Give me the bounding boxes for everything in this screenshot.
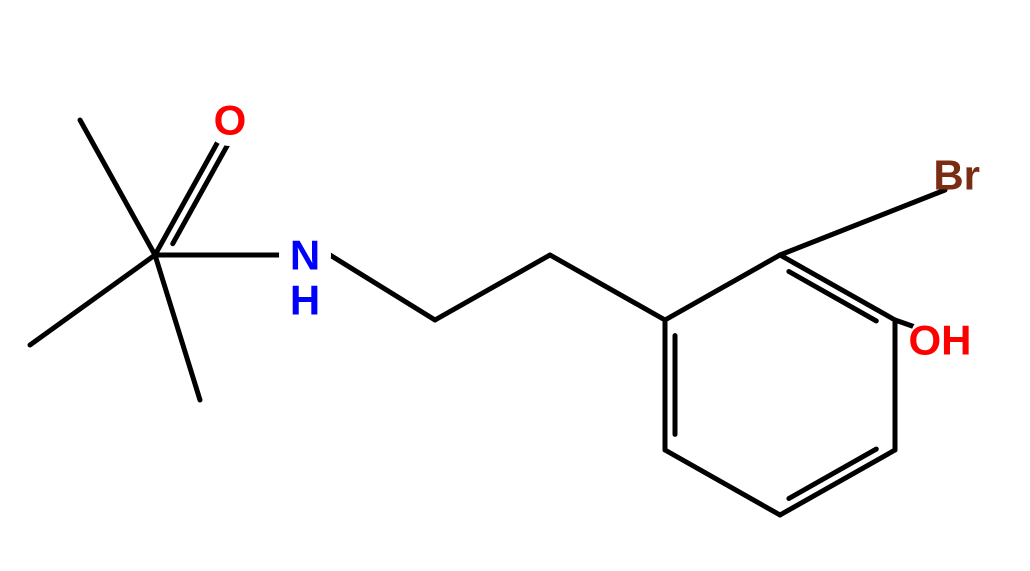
bond	[173, 141, 230, 244]
bond	[665, 255, 780, 320]
atom-label-br: Br	[933, 152, 980, 199]
bond	[780, 255, 895, 320]
bond	[789, 272, 876, 321]
atom-labels-layer: O NH Br OH	[214, 97, 980, 364]
atom-label-nh: H	[290, 277, 320, 324]
bond	[330, 255, 435, 320]
bond	[155, 255, 200, 400]
atom-label-o: O	[214, 97, 247, 144]
bond	[780, 450, 895, 515]
bond	[30, 255, 155, 345]
bond	[435, 255, 550, 320]
bond	[550, 255, 665, 320]
molecule-diagram: O NH Br OH	[0, 0, 1030, 571]
atom-label-oh: OH	[909, 317, 972, 364]
bonds-layer	[30, 120, 945, 515]
bond	[789, 449, 876, 498]
bond	[780, 190, 945, 255]
bond	[665, 450, 780, 515]
atom-label-n: N	[290, 232, 320, 279]
atom-halo-layer	[204, 94, 1010, 370]
bond	[80, 120, 155, 255]
